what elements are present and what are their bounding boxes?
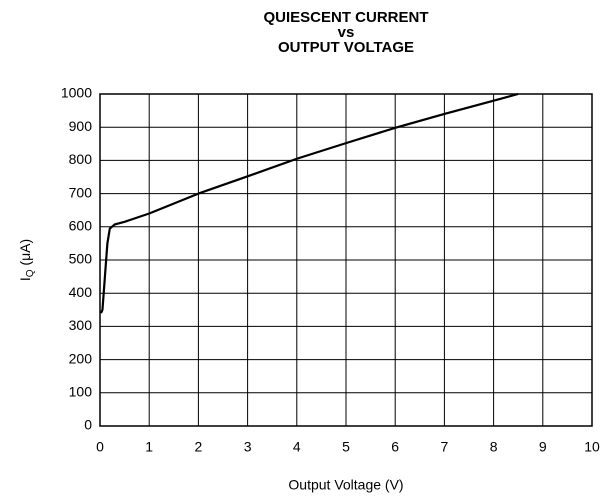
chart-title: QUIESCENT CURRENT xyxy=(263,9,428,26)
y-tick-label: 900 xyxy=(69,118,93,134)
y-tick-label: 300 xyxy=(69,317,93,333)
y-label-sub: Q xyxy=(25,269,36,277)
y-label-rest: (μA) xyxy=(17,239,33,270)
x-tick-label: 1 xyxy=(145,439,153,455)
y-tick-label: 100 xyxy=(69,384,93,400)
y-tick-label: 400 xyxy=(69,284,93,300)
chart-title: OUTPUT VOLTAGE xyxy=(278,39,414,56)
plot-frame xyxy=(99,93,593,427)
x-tick-label: 8 xyxy=(490,439,498,455)
y-tick-label: 700 xyxy=(69,184,93,200)
y-tick-label: 200 xyxy=(69,350,93,366)
x-axis-label: Output Voltage (V) xyxy=(288,477,403,493)
y-tick-label: 500 xyxy=(69,251,93,267)
x-tick-label: 10 xyxy=(584,439,600,455)
y-tick-label: 600 xyxy=(69,218,93,234)
x-tick-label: 7 xyxy=(441,439,449,455)
y-tick-label: 0 xyxy=(84,417,92,433)
x-tick-label: 9 xyxy=(539,439,547,455)
x-tick-label: 3 xyxy=(244,439,252,455)
data-line xyxy=(99,92,519,314)
x-tick-label: 6 xyxy=(391,439,399,455)
y-axis-label: IQ (μA) xyxy=(17,239,36,281)
x-tick-label: 4 xyxy=(293,439,301,455)
x-tick-label: 0 xyxy=(96,439,104,455)
y-tick-label: 800 xyxy=(69,151,93,167)
y-tick-label: 1000 xyxy=(61,85,92,101)
x-tick-label: 5 xyxy=(342,439,350,455)
x-tick-label: 2 xyxy=(195,439,203,455)
y-label-main: I xyxy=(17,277,33,281)
chart-title: vs xyxy=(338,24,355,41)
